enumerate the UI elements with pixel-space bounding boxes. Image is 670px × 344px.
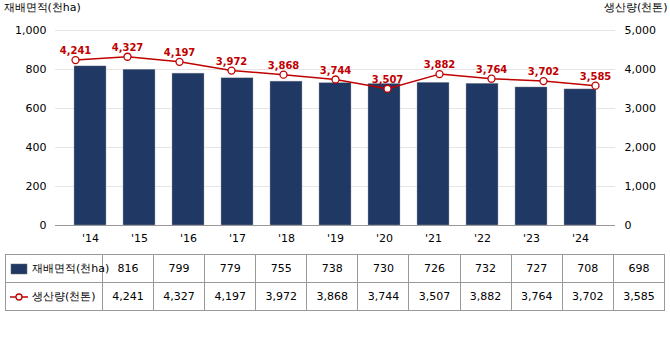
- html-text:799: 799: [168, 262, 190, 275]
- svg-text:2,000: 2,000: [625, 141, 657, 154]
- svg-text:3,585: 3,585: [580, 71, 612, 82]
- html-text:3,702: 3,702: [572, 290, 604, 303]
- html-text:4,241: 4,241: [112, 290, 144, 303]
- svg-text:'21: '21: [425, 232, 442, 245]
- svg-text:4,327: 4,327: [112, 42, 144, 53]
- svg-text:0: 0: [40, 219, 47, 232]
- html-text:3,507: 3,507: [418, 290, 451, 303]
- svg-text:'17: '17: [229, 232, 246, 245]
- html-text:3,764: 3,764: [520, 290, 553, 303]
- svg-text:4,000: 4,000: [625, 63, 657, 76]
- html-text:3,868: 3,868: [316, 290, 349, 303]
- html-text:708: 708: [577, 262, 599, 275]
- svg-text:'14: '14: [82, 232, 99, 245]
- svg-text:3,744: 3,744: [320, 65, 352, 76]
- html-text:4,197: 4,197: [214, 290, 246, 303]
- html-text:3,972: 3,972: [265, 290, 297, 303]
- html-text:698: 698: [628, 262, 650, 275]
- html-text:재배면적(천ha): 재배면적(천ha): [32, 262, 110, 275]
- html-text:755: 755: [270, 262, 292, 275]
- svg-text:재배면적(천ha): 재배면적(천ha): [4, 1, 81, 14]
- html-text:생산량(천톤): 생산량(천톤): [32, 290, 96, 303]
- svg-text:4,241: 4,241: [60, 45, 92, 56]
- html-text:3,585: 3,585: [623, 290, 655, 303]
- html-text:726: 726: [424, 262, 445, 275]
- svg-text:'20: '20: [376, 232, 393, 245]
- svg-text:5,000: 5,000: [625, 24, 657, 37]
- html-text:738: 738: [321, 262, 343, 275]
- svg-text:800: 800: [26, 63, 47, 76]
- svg-text:200: 200: [26, 180, 47, 193]
- html-text:730: 730: [372, 262, 394, 275]
- svg-text:3,882: 3,882: [424, 59, 456, 70]
- html-text:3,744: 3,744: [367, 290, 400, 303]
- html-text:727: 727: [526, 262, 548, 275]
- svg-text:'19: '19: [327, 232, 344, 245]
- svg-text:3,507: 3,507: [372, 74, 404, 85]
- svg-text:3,868: 3,868: [268, 60, 300, 71]
- svg-text:1,000: 1,000: [625, 180, 657, 193]
- svg-text:'18: '18: [278, 232, 295, 245]
- html-text:732: 732: [475, 262, 497, 275]
- svg-text:1,000: 1,000: [15, 24, 47, 37]
- svg-text:0: 0: [625, 219, 632, 232]
- svg-text:4,197: 4,197: [164, 47, 196, 58]
- svg-text:3,702: 3,702: [528, 66, 560, 77]
- svg-text:'24: '24: [572, 232, 589, 245]
- html-text:3,882: 3,882: [469, 290, 502, 303]
- svg-text:생산량(천톤): 생산량(천톤): [604, 1, 668, 14]
- svg-text:'22: '22: [474, 232, 491, 245]
- html-text:779: 779: [219, 262, 241, 275]
- svg-text:3,000: 3,000: [625, 102, 657, 115]
- svg-text:400: 400: [26, 141, 47, 154]
- html-text:816: 816: [117, 262, 139, 275]
- svg-text:'15: '15: [131, 232, 148, 245]
- svg-text:'23: '23: [523, 232, 540, 245]
- svg-text:'16: '16: [180, 232, 197, 245]
- svg-text:600: 600: [26, 102, 47, 115]
- html-text:4,327: 4,327: [163, 290, 195, 303]
- svg-text:3,764: 3,764: [476, 64, 508, 75]
- svg-text:3,972: 3,972: [216, 56, 248, 67]
